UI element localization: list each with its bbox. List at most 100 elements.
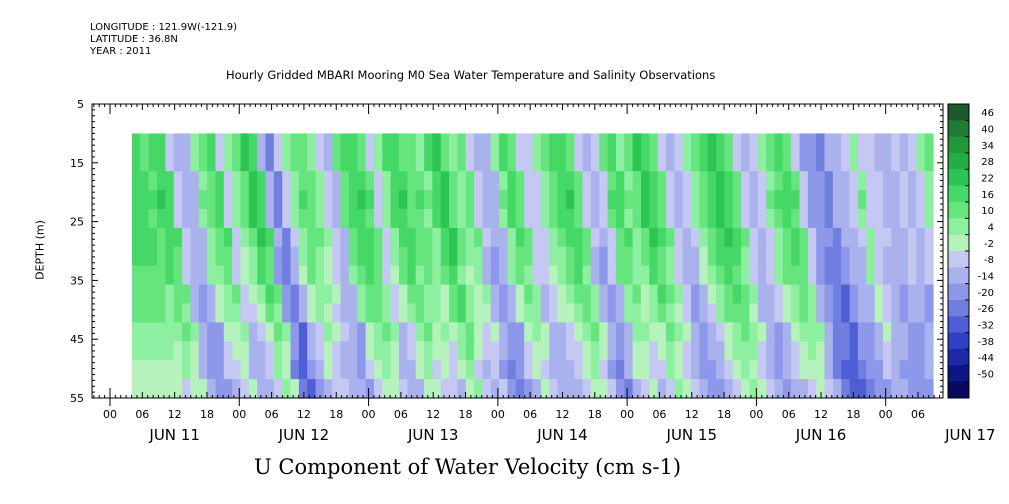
heatmap-cell xyxy=(415,322,425,342)
heatmap-cell xyxy=(699,152,709,172)
heatmap-cell xyxy=(373,152,383,172)
heatmap-cell xyxy=(449,171,458,191)
heatmap-cell xyxy=(774,133,784,153)
heatmap-cell xyxy=(207,360,217,380)
heatmap-cell xyxy=(340,360,350,380)
heatmap-cell xyxy=(273,379,283,399)
heatmap-cell xyxy=(841,246,851,267)
heatmap-cell xyxy=(649,209,659,229)
heatmap-cell xyxy=(741,190,751,210)
heatmap-cell xyxy=(323,265,333,286)
heatmap-cell xyxy=(807,284,817,305)
heatmap-cell xyxy=(807,190,817,210)
heatmap-cell xyxy=(841,171,851,191)
heatmap-cell xyxy=(173,152,183,172)
heatmap-cell xyxy=(382,341,392,361)
heatmap-cell xyxy=(624,322,634,342)
heatmap-cell xyxy=(482,303,492,323)
heatmap-cell xyxy=(257,265,267,286)
heatmap-cell xyxy=(540,303,550,323)
x-hour-label: 18 xyxy=(846,408,860,421)
heatmap-cell xyxy=(615,190,625,210)
heatmap-cell xyxy=(582,227,592,248)
heatmap-cell xyxy=(373,190,383,210)
heatmap-cell xyxy=(474,133,484,153)
heatmap-cell xyxy=(816,265,826,286)
heatmap-cell xyxy=(257,152,267,172)
heatmap-cell xyxy=(282,171,292,191)
heatmap-cell xyxy=(624,360,634,380)
heatmap-cell xyxy=(782,360,792,380)
heatmap-cell xyxy=(457,265,467,286)
y-tick-label: 45 xyxy=(70,333,84,346)
heatmap-cell xyxy=(866,133,876,153)
heatmap-cell xyxy=(574,209,584,229)
heatmap-cell xyxy=(132,379,141,399)
heatmap-cell xyxy=(624,265,634,286)
heatmap-cell xyxy=(449,360,458,380)
heatmap-cell xyxy=(232,341,242,361)
heatmap-cell xyxy=(190,284,200,305)
heatmap-cell xyxy=(465,303,475,323)
colorbar-swatch xyxy=(948,267,969,285)
heatmap-cell xyxy=(198,284,208,305)
colorbar-swatch xyxy=(948,365,969,383)
heatmap-cell xyxy=(582,265,592,286)
heatmap-cell xyxy=(799,152,809,172)
heatmap-cell xyxy=(557,322,567,342)
heatmap-cell xyxy=(173,360,183,380)
heatmap-cell xyxy=(132,360,141,380)
heatmap-cell xyxy=(540,209,550,229)
heatmap-cell xyxy=(465,171,475,191)
heatmap-cell xyxy=(657,133,667,153)
heatmap-cell xyxy=(415,190,425,210)
heatmap-cell xyxy=(190,246,200,267)
heatmap-cell xyxy=(415,303,425,323)
heatmap-cell xyxy=(816,133,826,153)
heatmap-cell xyxy=(357,246,367,267)
heatmap-cell xyxy=(173,379,183,399)
heatmap-cell xyxy=(907,190,917,210)
colorbar-swatch xyxy=(948,316,969,334)
heatmap-cell xyxy=(599,379,609,399)
heatmap-cell xyxy=(565,227,575,248)
heatmap-cell xyxy=(732,341,742,361)
heatmap-cell xyxy=(882,379,892,399)
heatmap-cell xyxy=(165,171,175,191)
heatmap-cell xyxy=(390,133,400,153)
heatmap-cell xyxy=(440,341,450,361)
heatmap-cell xyxy=(140,379,150,399)
heatmap-cell xyxy=(832,284,842,305)
heatmap-cell xyxy=(590,265,600,286)
heatmap-cell xyxy=(365,303,375,323)
heatmap-cell xyxy=(657,322,667,342)
heatmap-cell xyxy=(240,190,250,210)
heatmap-cell xyxy=(832,227,842,248)
heatmap-cell xyxy=(791,227,801,248)
heatmap-cell xyxy=(832,171,842,191)
heatmap-cell xyxy=(699,209,709,229)
heatmap-cell xyxy=(799,265,809,286)
heatmap-cell xyxy=(749,322,759,342)
heatmap-cell xyxy=(891,265,901,286)
heatmap-cell xyxy=(382,284,392,305)
heatmap-cell xyxy=(682,284,692,305)
heatmap-cell xyxy=(624,379,634,399)
heatmap-cell xyxy=(882,360,892,380)
heatmap-cell xyxy=(874,209,884,229)
heatmap-cell xyxy=(190,265,200,286)
heatmap-cell xyxy=(791,133,801,153)
heatmap-cell xyxy=(724,246,734,267)
heatmap-cell xyxy=(832,190,842,210)
heatmap-cell xyxy=(190,303,200,323)
heatmap-cell xyxy=(457,246,467,267)
heatmap-cell xyxy=(290,303,300,323)
heatmap-cell xyxy=(282,379,292,399)
heatmap-cell xyxy=(307,341,317,361)
heatmap-cell xyxy=(857,171,867,191)
heatmap-cell xyxy=(315,227,325,248)
heatmap-cell xyxy=(907,322,917,342)
heatmap-cell xyxy=(507,171,517,191)
heatmap-cell xyxy=(824,152,834,172)
heatmap-cell xyxy=(649,379,659,399)
